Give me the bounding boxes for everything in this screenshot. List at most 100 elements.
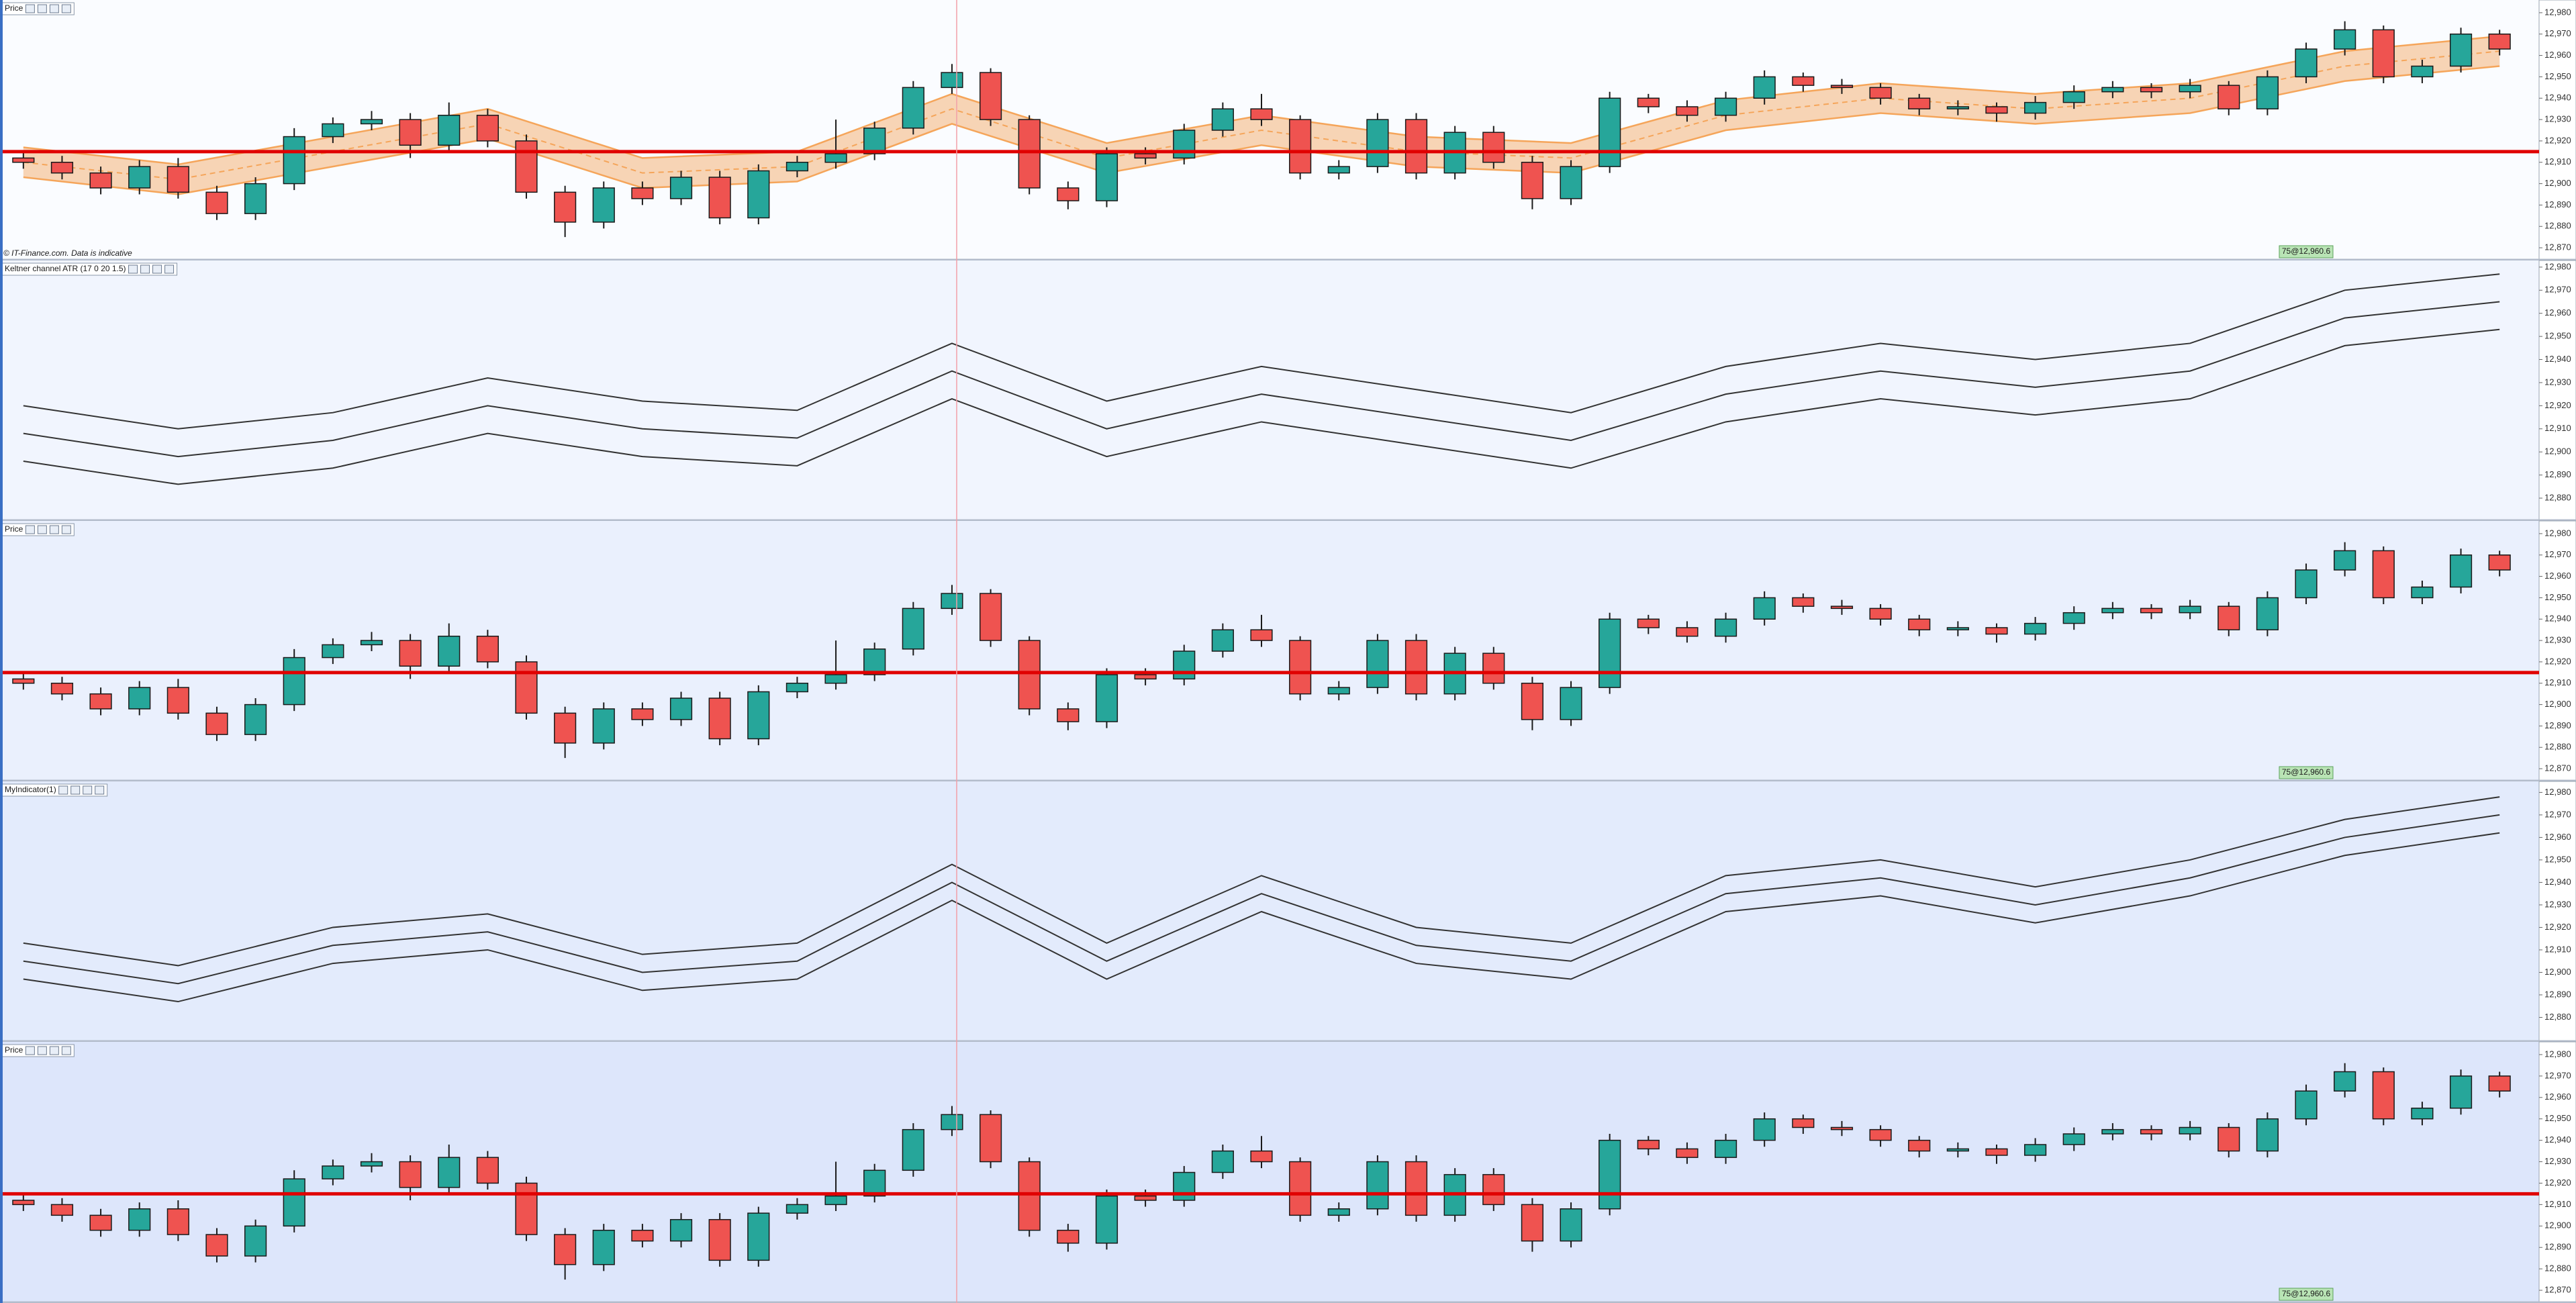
- candle-body: [1946, 1148, 1969, 1152]
- y-tick-label: 12,980: [2544, 7, 2571, 17]
- y-tick-label: 12,890: [2544, 199, 2571, 209]
- candle-body: [2024, 1144, 2047, 1156]
- y-tick-label: 12,890: [2544, 1242, 2571, 1252]
- candle-body: [399, 119, 422, 146]
- candle-body: [12, 678, 35, 684]
- y-tick-label: 12,970: [2544, 28, 2571, 38]
- candle-body: [2411, 65, 2434, 78]
- candle-body: [2140, 87, 2163, 93]
- pane-background: [0, 521, 2539, 781]
- candle-body: [1676, 627, 1699, 637]
- y-tick-label: 12,910: [2544, 423, 2571, 433]
- y-tick-label: 12,980: [2544, 261, 2571, 271]
- candle-body: [1482, 132, 1505, 163]
- y-tick-label: 12,920: [2544, 1177, 2571, 1188]
- candle-body: [1289, 1161, 1312, 1216]
- candle-body: [1714, 1139, 1737, 1158]
- y-tick-label: 12,930: [2544, 899, 2571, 909]
- candle-body: [476, 114, 499, 142]
- axis-background: [2538, 0, 2576, 261]
- order-tag-box: [2279, 766, 2334, 779]
- pane-tool-icon: [49, 1046, 59, 1055]
- axis-background: [2538, 1041, 2576, 1303]
- candle-body: [979, 1114, 1002, 1163]
- pane-tool-icon: [164, 264, 175, 274]
- candle-body: [1753, 597, 1776, 620]
- candle-body: [438, 635, 461, 667]
- indicator-line: [23, 273, 2500, 430]
- y-tick-label: 12,930: [2544, 114, 2571, 124]
- pane-tool-icon: [37, 1046, 47, 1055]
- y-tick-label: 12,870: [2544, 763, 2571, 773]
- candle-body: [1830, 85, 1854, 89]
- candle-body: [2372, 1071, 2395, 1120]
- band-lower: [23, 65, 2500, 195]
- candle-body: [2256, 1118, 2279, 1152]
- candle-body: [1946, 106, 1969, 109]
- y-tick-label: 12,950: [2544, 854, 2571, 864]
- candle-body: [554, 191, 577, 223]
- candle-body: [476, 1157, 499, 1184]
- y-tick-label: 12,980: [2544, 528, 2571, 538]
- candle-body: [2256, 597, 2279, 630]
- y-tick-label: 12,920: [2544, 135, 2571, 145]
- pane-tool-icon: [61, 1046, 71, 1055]
- pane-tool-icon: [128, 264, 138, 274]
- candle-body: [1985, 106, 2008, 114]
- candle-body: [1289, 640, 1312, 695]
- pane-tool-icon: [37, 4, 47, 13]
- pane-tool-icon: [83, 785, 93, 795]
- candle-body: [2372, 29, 2395, 78]
- axis-background: [2538, 260, 2576, 522]
- candle-body: [747, 1212, 770, 1261]
- candle-body: [902, 87, 924, 129]
- pane-tool-icon: [95, 785, 105, 795]
- candle-body: [941, 593, 963, 610]
- candle-body: [244, 1225, 267, 1257]
- candle-body: [1289, 119, 1312, 174]
- y-tick-label: 12,970: [2544, 549, 2571, 559]
- candle-body: [2411, 586, 2434, 599]
- candle-body: [1250, 108, 1273, 120]
- candle-body: [863, 648, 886, 675]
- candle-body: [785, 683, 809, 693]
- candle-body: [1869, 87, 1892, 99]
- y-tick-label: 12,890: [2544, 720, 2571, 730]
- pane-tool-icon: [61, 525, 71, 534]
- candle-body: [863, 128, 886, 154]
- y-tick-label: 12,950: [2544, 1113, 2571, 1123]
- y-tick-label: 12,960: [2544, 1092, 2571, 1102]
- candle-body: [2140, 1128, 2163, 1135]
- y-tick-label: 12,910: [2544, 156, 2571, 166]
- candle-body: [708, 697, 731, 740]
- y-tick-label: 12,920: [2544, 656, 2571, 666]
- candle-body: [2140, 608, 2163, 614]
- band-middle: [23, 50, 2500, 181]
- candle-body: [322, 644, 344, 659]
- candle-body: [1134, 153, 1157, 159]
- candle-body: [785, 1204, 809, 1214]
- candle-body: [12, 157, 35, 163]
- candle-body: [1599, 618, 1621, 688]
- candle-body: [1985, 627, 2008, 635]
- candle-body: [1134, 674, 1157, 680]
- candle-body: [2334, 29, 2356, 50]
- candle-body: [166, 1208, 189, 1235]
- candle-body: [515, 140, 538, 193]
- order-tag: 75@12,960.6: [2282, 767, 2331, 777]
- candle-body: [205, 1234, 228, 1257]
- candle-body: [360, 640, 383, 646]
- candle-body: [979, 593, 1002, 641]
- candle-body: [89, 693, 112, 710]
- candle-body: [785, 162, 809, 172]
- candle-body: [1250, 629, 1273, 641]
- candle-body: [399, 640, 422, 667]
- candle-body: [2295, 48, 2318, 78]
- candle-body: [2488, 34, 2511, 50]
- order-tag-box: [2279, 245, 2334, 258]
- candle-body: [515, 661, 538, 714]
- candle-body: [1095, 153, 1118, 201]
- candle-body: [1134, 1195, 1157, 1201]
- candle-body: [1173, 130, 1196, 159]
- candle-body: [2062, 1133, 2085, 1145]
